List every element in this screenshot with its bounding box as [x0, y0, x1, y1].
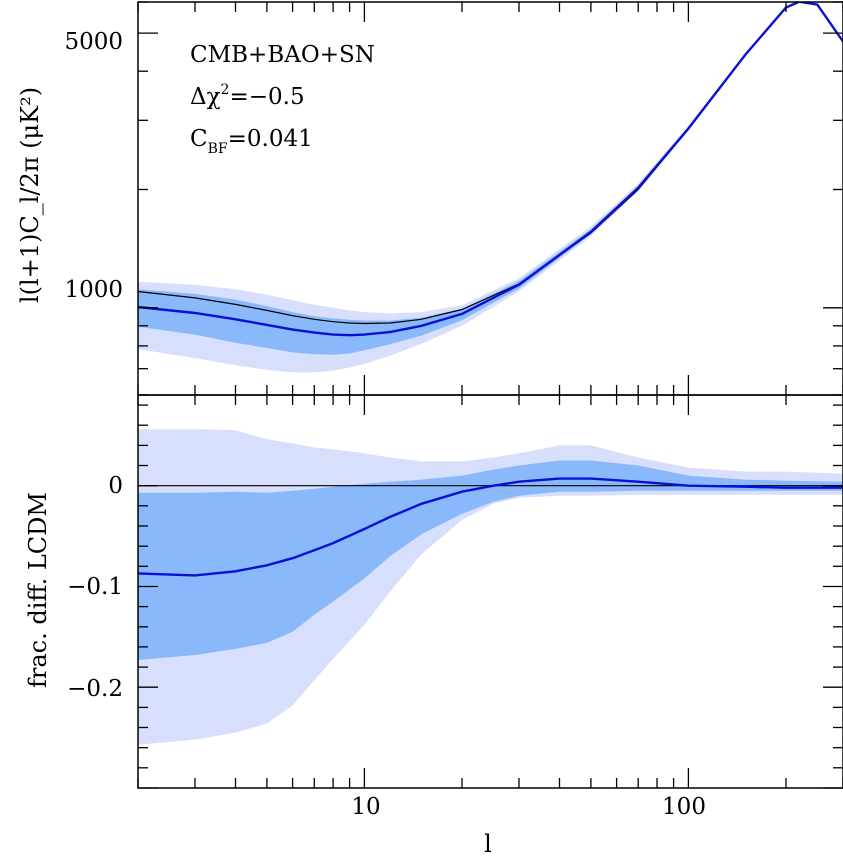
- bottom-panel-frame: [137, 394, 843, 789]
- top-model-mean-line: [138, 2, 843, 337]
- top-band-68: [138, 2, 843, 355]
- cbf-subscript: BF: [208, 141, 228, 157]
- top-ylabel: l(l+1)C_l/2π (μK²): [16, 87, 44, 303]
- bottom-panel: 0 −0.1 −0.2 10 100 frac. diff. LCDM l: [24, 395, 843, 858]
- delta-chi2-superscript: 2: [221, 82, 230, 98]
- bottom-ytick-label-0: 0: [108, 473, 123, 499]
- bottom-ytick-label-minus-0-1: −0.1: [67, 574, 123, 600]
- top-panel: 1000 5000 CMB+BAO+SN Δχ2=−0.5 CBF=0.041 …: [16, 1, 843, 396]
- xtick-label-100: 100: [662, 794, 706, 820]
- top-ytick-label-5000: 5000: [64, 29, 123, 55]
- cbf-value: =0.041: [228, 126, 313, 152]
- cbf-symbol: C: [190, 126, 208, 152]
- annotation-dataset: CMB+BAO+SN: [190, 42, 375, 68]
- bottom-band-68: [138, 460, 843, 660]
- bottom-model-mean-line: [138, 477, 843, 577]
- bottom-ylabel: frac. diff. LCDM: [24, 492, 52, 688]
- annotation-cbf: CBF=0.041: [190, 126, 313, 157]
- delta-chi2-symbol: Δχ: [190, 84, 221, 110]
- annotation-delta-chi2: Δχ2=−0.5: [190, 82, 305, 110]
- bottom-ytick-label-minus-0-2: −0.2: [67, 676, 123, 702]
- xlabel: l: [484, 830, 492, 857]
- delta-chi2-value: =−0.5: [229, 84, 304, 110]
- xtick-label-10: 10: [351, 794, 380, 820]
- top-ytick-label-1000: 1000: [64, 277, 123, 303]
